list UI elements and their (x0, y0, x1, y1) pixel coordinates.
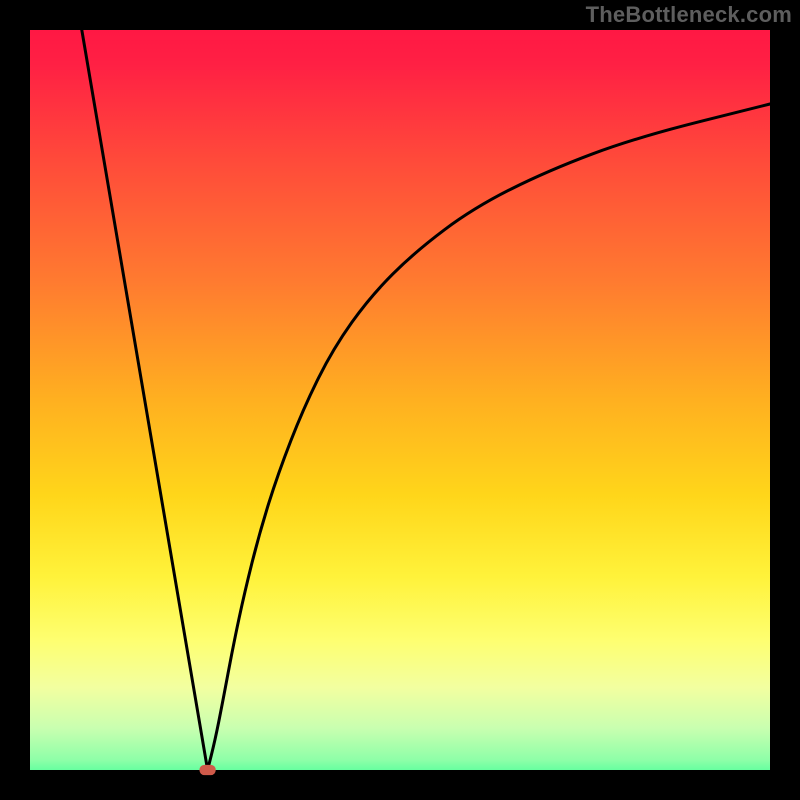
frame-top (0, 0, 800, 30)
gradient-background (0, 0, 800, 800)
frame-right (770, 0, 800, 800)
chart-container: TheBottleneck.com (0, 0, 800, 800)
frame-bottom (0, 770, 800, 800)
frame-left (0, 0, 30, 800)
